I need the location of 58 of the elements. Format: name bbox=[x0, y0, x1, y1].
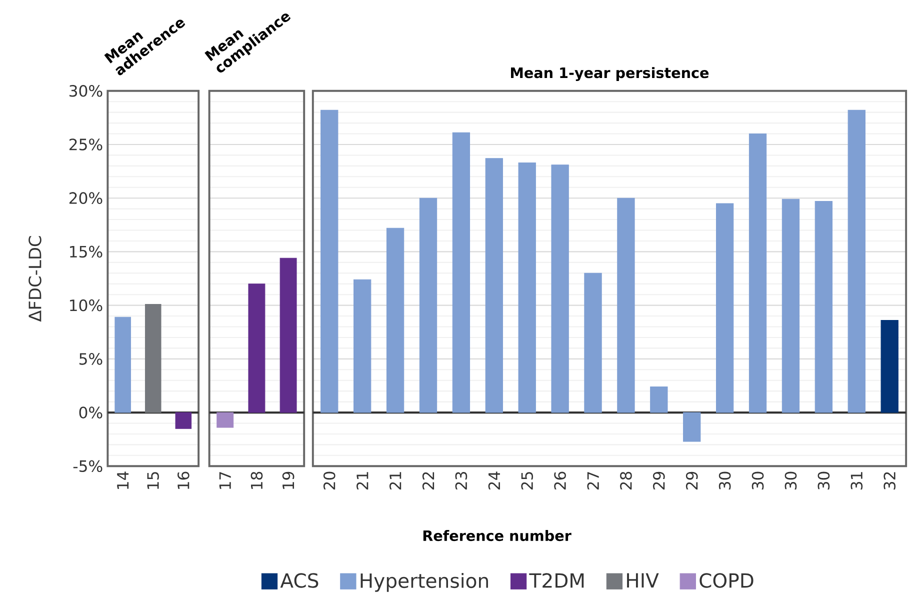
x-tick-label: 20 bbox=[323, 472, 336, 490]
legend-label: COPD bbox=[700, 573, 754, 588]
x-tick-label: 23 bbox=[455, 472, 468, 490]
x-tick-label: 27 bbox=[587, 472, 599, 490]
legend-label: Hypertension bbox=[360, 572, 488, 592]
x-tick-label: 18 bbox=[250, 472, 263, 489]
bar bbox=[880, 320, 898, 413]
x-tick-label: 30 bbox=[818, 472, 830, 490]
bar bbox=[320, 110, 338, 413]
x-tick-label: 14 bbox=[117, 472, 129, 489]
bar bbox=[452, 132, 470, 413]
y-tick-label: 10% bbox=[70, 299, 102, 312]
bar bbox=[748, 133, 767, 413]
bar bbox=[814, 201, 833, 413]
bar bbox=[551, 164, 569, 413]
bar bbox=[485, 158, 503, 413]
y-tick-label: -5% bbox=[73, 460, 102, 472]
x-tick-label: 25 bbox=[521, 472, 534, 490]
legend-label: HIV bbox=[627, 573, 659, 588]
x-tick-label: 28 bbox=[620, 472, 632, 490]
x-tick-label: 32 bbox=[884, 472, 896, 490]
chart-title: Mean 1-year persistence bbox=[511, 67, 709, 82]
bar bbox=[650, 386, 668, 413]
x-tick-label: 31 bbox=[850, 472, 863, 490]
x-tick-label: 19 bbox=[282, 472, 294, 489]
bar bbox=[584, 272, 602, 413]
x-tick-label: 30 bbox=[784, 472, 797, 490]
bar bbox=[716, 203, 734, 413]
legend-label: ACS bbox=[280, 573, 318, 588]
legend-label: T2DM bbox=[529, 573, 584, 588]
y-tick-label: 15% bbox=[70, 246, 102, 258]
bar bbox=[419, 198, 438, 413]
bar bbox=[848, 110, 866, 413]
bar bbox=[518, 162, 536, 413]
bar bbox=[386, 228, 404, 413]
bar bbox=[354, 279, 372, 413]
x-tick-label: 22 bbox=[422, 472, 434, 490]
y-tick-label: 5% bbox=[79, 352, 102, 365]
x-tick-label: 29 bbox=[686, 472, 698, 490]
y-tick-label: 0% bbox=[79, 406, 102, 418]
y-tick-label: 20% bbox=[69, 192, 102, 204]
x-tick-label: 21 bbox=[356, 472, 368, 490]
y-tick-label: 25% bbox=[69, 138, 102, 150]
x-tick-label: 30 bbox=[718, 472, 731, 490]
x-tick-label: 29 bbox=[653, 472, 665, 490]
bar bbox=[683, 412, 701, 442]
bar bbox=[782, 198, 800, 413]
x-tick-label: 15 bbox=[147, 472, 159, 489]
x-tick-label: 21 bbox=[389, 472, 402, 490]
y-axis-title: ΔFDC-LDC bbox=[28, 236, 42, 322]
x-axis-title: Reference number bbox=[423, 530, 572, 542]
x-tick-label: 16 bbox=[178, 472, 190, 489]
x-tick-label: 17 bbox=[219, 472, 231, 489]
x-tick-label: 24 bbox=[488, 472, 500, 490]
x-tick-label: 30 bbox=[752, 472, 764, 490]
bar bbox=[617, 198, 635, 413]
y-tick-label: 30% bbox=[70, 84, 102, 97]
x-tick-label: 26 bbox=[554, 472, 566, 490]
